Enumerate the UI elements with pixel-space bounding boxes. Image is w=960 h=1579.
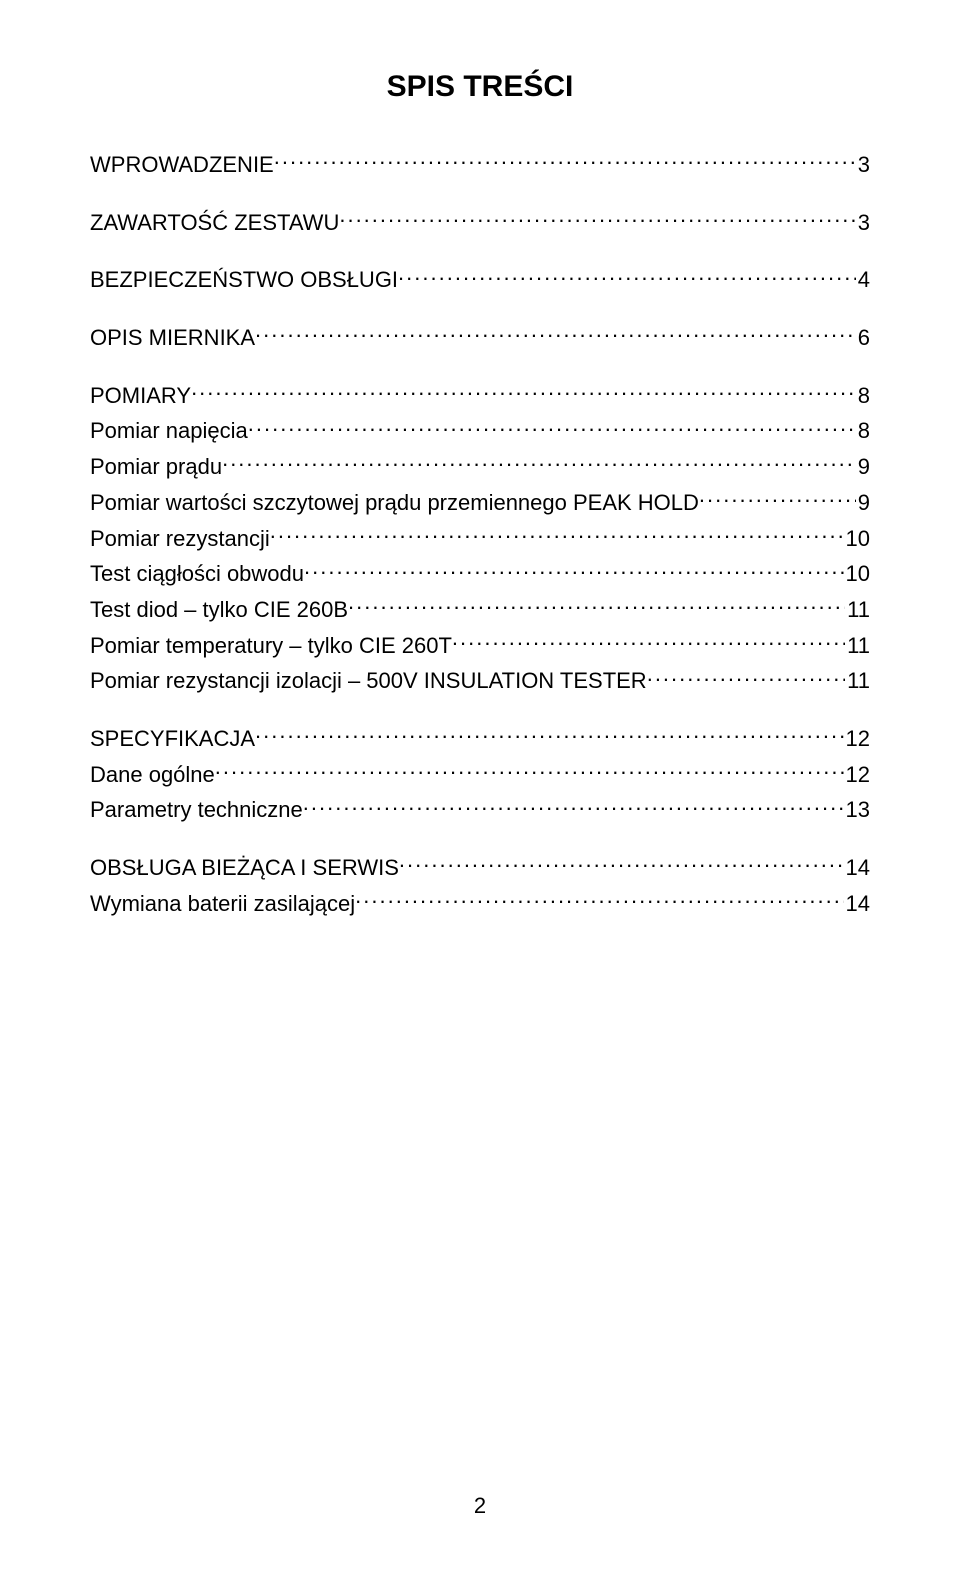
- toc-label: Pomiar prądu: [90, 452, 222, 482]
- toc-leader-dots: [255, 323, 856, 345]
- toc-page-number: 4: [856, 265, 870, 295]
- toc-label: BEZPIECZEŃSTWO OBSŁUGI: [90, 265, 398, 295]
- toc-leader-dots: [215, 760, 844, 782]
- toc-label: Test ciągłości obwodu: [90, 559, 304, 589]
- toc-leader-dots: [452, 631, 845, 653]
- toc-label: Pomiar rezystancji: [90, 524, 270, 554]
- toc-leader-dots: [191, 381, 856, 403]
- toc-label: ZAWARTOŚĆ ZESTAWU: [90, 208, 339, 238]
- toc-page-number: 11: [845, 595, 870, 625]
- page-number: 2: [0, 1493, 960, 1519]
- toc-page-number: 3: [856, 150, 870, 180]
- toc-page-number: 13: [844, 795, 870, 825]
- toc-page-number: 9: [856, 452, 870, 482]
- toc-page-number: 12: [844, 760, 870, 790]
- toc-leader-dots: [699, 488, 856, 510]
- toc-entry: SPECYFIKACJA 12: [90, 724, 870, 754]
- toc-entry: OPIS MIERNIKA 6: [90, 323, 870, 353]
- toc-label: Pomiar temperatury – tylko CIE 260T: [90, 631, 452, 661]
- toc-entry: ZAWARTOŚĆ ZESTAWU 3: [90, 208, 870, 238]
- toc-leader-dots: [270, 524, 844, 546]
- toc-label: OPIS MIERNIKA: [90, 323, 255, 353]
- toc-label: Parametry techniczne: [90, 795, 303, 825]
- toc-entry: POMIARY 8: [90, 381, 870, 411]
- toc-page-number: 12: [844, 724, 870, 754]
- toc-entry: Pomiar rezystancji 10: [90, 524, 870, 554]
- toc-label: Wymiana baterii zasilającej: [90, 889, 355, 919]
- toc-entry: Test ciągłości obwodu 10: [90, 559, 870, 589]
- toc-entry: Wymiana baterii zasilającej 14: [90, 889, 870, 919]
- toc-leader-dots: [647, 666, 845, 688]
- toc-page-number: 10: [844, 559, 870, 589]
- toc-entry: Dane ogólne 12: [90, 760, 870, 790]
- toc-entry: Test diod – tylko CIE 260B 11: [90, 595, 870, 625]
- toc-page-number: 11: [845, 666, 870, 696]
- toc-leader-dots: [304, 559, 844, 581]
- toc-leader-dots: [399, 853, 844, 875]
- toc-label: Pomiar napięcia: [90, 416, 248, 446]
- toc-label: WPROWADZENIE: [90, 150, 274, 180]
- toc-page-number: 11: [845, 631, 870, 661]
- page-title: SPIS TREŚCI: [90, 70, 870, 104]
- toc-page-number: 10: [844, 524, 870, 554]
- toc-leader-dots: [274, 150, 856, 172]
- toc-entry: WPROWADZENIE 3: [90, 150, 870, 180]
- toc-page-number: 8: [856, 416, 870, 446]
- toc-leader-dots: [248, 416, 856, 438]
- toc-entry: BEZPIECZEŃSTWO OBSŁUGI 4: [90, 265, 870, 295]
- toc-label: Dane ogólne: [90, 760, 215, 790]
- toc-leader-dots: [348, 595, 845, 617]
- toc-label: Pomiar rezystancji izolacji – 500V INSUL…: [90, 666, 647, 696]
- toc-entry: Pomiar napięcia 8: [90, 416, 870, 446]
- document-page: SPIS TREŚCI WPROWADZENIE 3 ZAWARTOŚĆ ZES…: [0, 0, 960, 1579]
- toc-leader-dots: [255, 724, 843, 746]
- toc-page-number: 9: [856, 488, 870, 518]
- toc-page-number: 14: [844, 853, 870, 883]
- toc-page-number: 6: [856, 323, 870, 353]
- toc-page-number: 3: [856, 208, 870, 238]
- toc-leader-dots: [339, 208, 855, 230]
- toc-label: Pomiar wartości szczytowej prądu przemie…: [90, 488, 699, 518]
- toc-entry: Parametry techniczne 13: [90, 795, 870, 825]
- toc-entry: Pomiar temperatury – tylko CIE 260T 11: [90, 631, 870, 661]
- toc-leader-dots: [222, 452, 856, 474]
- toc-entry: Pomiar wartości szczytowej prądu przemie…: [90, 488, 870, 518]
- toc-label: Test diod – tylko CIE 260B: [90, 595, 348, 625]
- toc-leader-dots: [303, 795, 844, 817]
- toc-entry: OBSŁUGA BIEŻĄCA I SERWIS 14: [90, 853, 870, 883]
- toc-page-number: 8: [856, 381, 870, 411]
- toc-label: OBSŁUGA BIEŻĄCA I SERWIS: [90, 853, 399, 883]
- toc-leader-dots: [398, 265, 856, 287]
- toc-entry: Pomiar rezystancji izolacji – 500V INSUL…: [90, 666, 870, 696]
- toc-entry: Pomiar prądu 9: [90, 452, 870, 482]
- toc-leader-dots: [355, 889, 843, 911]
- table-of-contents: WPROWADZENIE 3 ZAWARTOŚĆ ZESTAWU 3 BEZPI…: [90, 150, 870, 918]
- toc-label: SPECYFIKACJA: [90, 724, 255, 754]
- toc-label: POMIARY: [90, 381, 191, 411]
- toc-page-number: 14: [844, 889, 870, 919]
